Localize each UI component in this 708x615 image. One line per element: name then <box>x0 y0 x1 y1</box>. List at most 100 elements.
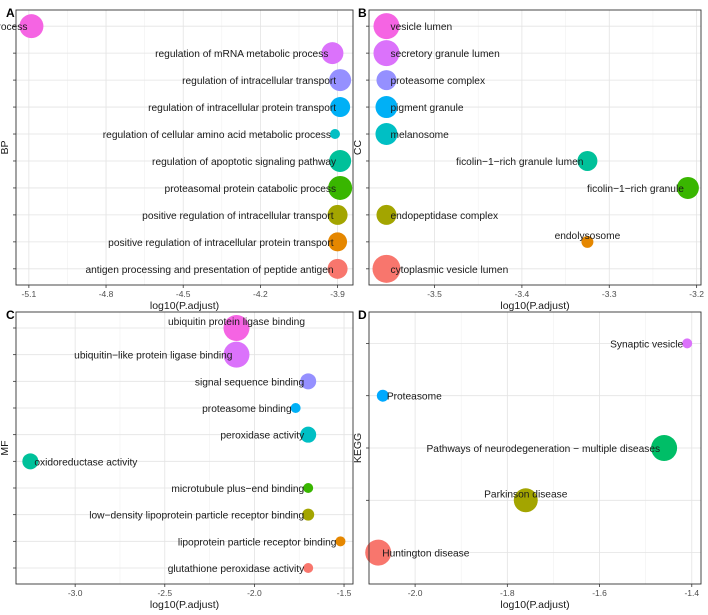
point-label: regulation of intracellular transport <box>182 76 336 87</box>
point-label: Proteasome <box>387 392 442 403</box>
data-point <box>22 453 39 470</box>
x-tick-label: -2.0 <box>247 588 262 598</box>
data-point <box>373 13 400 40</box>
point-label: regulation of protein catabolic process <box>0 22 27 33</box>
point-label: endopeptidase complex <box>390 211 498 222</box>
data-point <box>329 149 352 172</box>
data-point <box>376 204 397 225</box>
data-point <box>329 69 352 92</box>
x-axis-title: log10(P.adjust) <box>500 300 569 312</box>
point-label: Pathways of neurodegeneration − multiple… <box>426 444 660 455</box>
point-label: microtubule plus−end binding <box>171 484 304 495</box>
panel-b: -3.5 -3.4 -3.3 -3.2 vesicle lumen secretory g… <box>352 6 704 312</box>
x-tick-label: -2.5 <box>157 588 172 598</box>
plot-background <box>16 10 353 285</box>
point-label: signal sequence binding <box>195 377 305 388</box>
point-label: regulation of cellular amino acid metabo… <box>103 130 331 141</box>
x-axis-title: log10(P.adjust) <box>500 599 569 611</box>
data-point <box>302 508 315 521</box>
data-point <box>303 483 314 493</box>
x-tick-label: -1.4 <box>684 588 699 598</box>
point-label: proteasome complex <box>390 76 485 87</box>
data-point <box>321 42 344 65</box>
data-point <box>330 97 351 118</box>
panel-a: -5.1 -4.8 -4.5 -4.2 -3.9 regulation of protei… <box>0 6 354 312</box>
point-label: proteasome binding <box>202 404 292 415</box>
plot-border <box>368 311 702 585</box>
plot-border <box>368 9 702 286</box>
data-point <box>223 315 250 341</box>
x-tick-label: -4.8 <box>99 289 114 299</box>
data-point <box>376 389 389 402</box>
data-point <box>577 150 598 171</box>
point-label: positive regulation of intracellular pro… <box>108 238 334 249</box>
point-label: cytoplasmic vesicle lumen <box>390 265 508 276</box>
data-point <box>513 488 538 513</box>
point-label: ubiquitin−like protein ligase binding <box>74 351 233 362</box>
panel-label: B <box>358 6 367 20</box>
data-point <box>290 403 301 413</box>
x-tick-label: -3.3 <box>602 289 617 299</box>
plot-background <box>16 312 353 584</box>
point-label: endolysosome <box>555 231 621 242</box>
y-axis-title: MF <box>0 440 11 455</box>
data-point <box>328 175 353 200</box>
point-label: ubiquitin protein ligase binding <box>168 317 305 328</box>
data-point <box>375 123 398 146</box>
point-label: lipoprotein particle receptor binding <box>178 537 337 548</box>
y-axis-title: BP <box>0 140 11 154</box>
point-label: Huntington disease <box>382 549 470 560</box>
x-tick-label: -4.5 <box>176 289 191 299</box>
x-tick-label: -2.0 <box>408 588 423 598</box>
data-point <box>651 435 678 461</box>
data-point <box>375 96 398 119</box>
data-point <box>223 341 250 368</box>
point-label: peroxidase activity <box>220 431 305 442</box>
panel-label: A <box>6 6 15 20</box>
data-point <box>327 258 348 279</box>
point-label: ficolin−1−rich granule <box>587 184 684 195</box>
x-tick-label: -3.5 <box>427 289 442 299</box>
data-point <box>328 232 348 252</box>
x-tick-label: -3.0 <box>68 588 83 598</box>
point-label: proteasomal protein catabolic process <box>165 184 337 195</box>
data-point <box>303 563 314 573</box>
x-tick-label: -5.1 <box>22 289 37 299</box>
point-label: glutathione peroxidase activity <box>168 564 305 575</box>
y-axis-title: KEGG <box>352 433 364 463</box>
data-point <box>676 176 699 199</box>
data-point <box>300 426 317 443</box>
x-tick-label: -1.6 <box>592 588 607 598</box>
x-tick-label: -3.2 <box>689 289 704 299</box>
panel-label: D <box>358 308 367 322</box>
y-axis-title: CC <box>352 140 364 156</box>
x-tick-label: -1.5 <box>337 588 352 598</box>
point-label: melanosome <box>390 130 449 141</box>
x-tick-label: -1.8 <box>500 588 515 598</box>
data-point <box>373 40 400 67</box>
plot-border <box>15 311 354 585</box>
data-point <box>365 539 392 566</box>
panel-label: C <box>6 308 15 322</box>
data-point <box>376 70 397 91</box>
plot-border <box>15 9 354 286</box>
point-label: regulation of mRNA metabolic process <box>155 49 328 60</box>
point-label: Parkinson disease <box>484 489 568 500</box>
x-tick-label: -3.4 <box>515 289 530 299</box>
point-label: oxidoreductase activity <box>34 457 138 468</box>
data-point <box>329 129 340 140</box>
point-label: secretory granule lumen <box>390 49 499 60</box>
point-label: ficolin−1−rich granule lumen <box>456 157 583 168</box>
panel-c: -3.0 -2.5 -2.0 -1.5 ubiquitin protein ligase… <box>0 308 354 611</box>
data-point <box>372 254 401 283</box>
x-axis-title: log10(P.adjust) <box>150 599 219 611</box>
data-point <box>300 373 317 390</box>
x-tick-label: -3.9 <box>330 289 345 299</box>
data-point <box>19 14 44 39</box>
point-label: pigment granule <box>390 103 463 114</box>
plot-background <box>369 10 701 285</box>
data-point <box>327 204 348 225</box>
data-point <box>335 536 346 547</box>
point-label: low−density lipoprotein particle recepto… <box>89 511 304 522</box>
point-label: regulation of apoptotic signaling pathwa… <box>152 157 337 168</box>
